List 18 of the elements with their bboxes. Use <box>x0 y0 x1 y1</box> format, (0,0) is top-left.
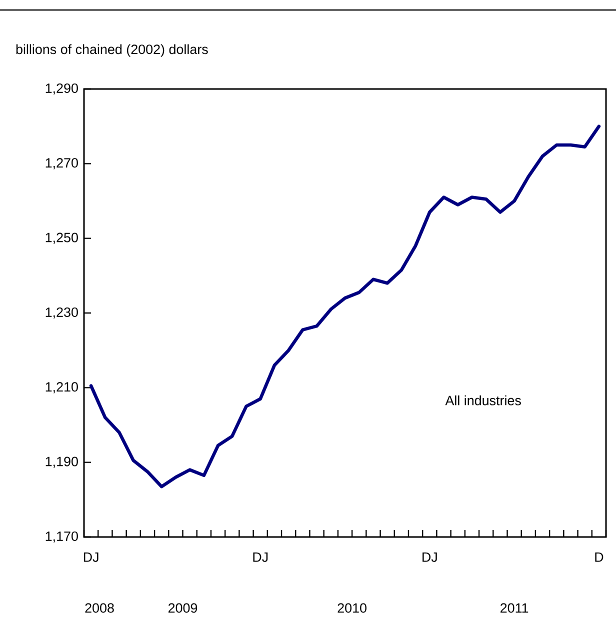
y-tick-label: 1,270 <box>46 158 78 170</box>
x-tick-label: D <box>595 552 604 562</box>
text: 2011 <box>500 603 528 613</box>
y-tick-label: 1,210 <box>46 382 78 394</box>
y-tick-label: 1,290 <box>46 83 78 95</box>
y-tick-label: 1,250 <box>46 232 78 244</box>
x-tick-label: DJ <box>84 552 98 562</box>
text: 2010 <box>338 603 366 613</box>
x-tick-label: DJ <box>253 552 268 562</box>
y-tick-label: 1,230 <box>46 307 78 319</box>
text: 2008 <box>85 603 114 613</box>
text: All industries <box>445 395 521 406</box>
x-tick-label: DJ <box>422 552 437 562</box>
y-axis-title: billions of chained (2002) dollars <box>16 44 208 57</box>
y-tick-label: 1,190 <box>46 456 78 468</box>
text: 2009 <box>168 603 198 613</box>
line-series <box>89 124 601 488</box>
y-tick-label: 1,170 <box>46 531 78 543</box>
